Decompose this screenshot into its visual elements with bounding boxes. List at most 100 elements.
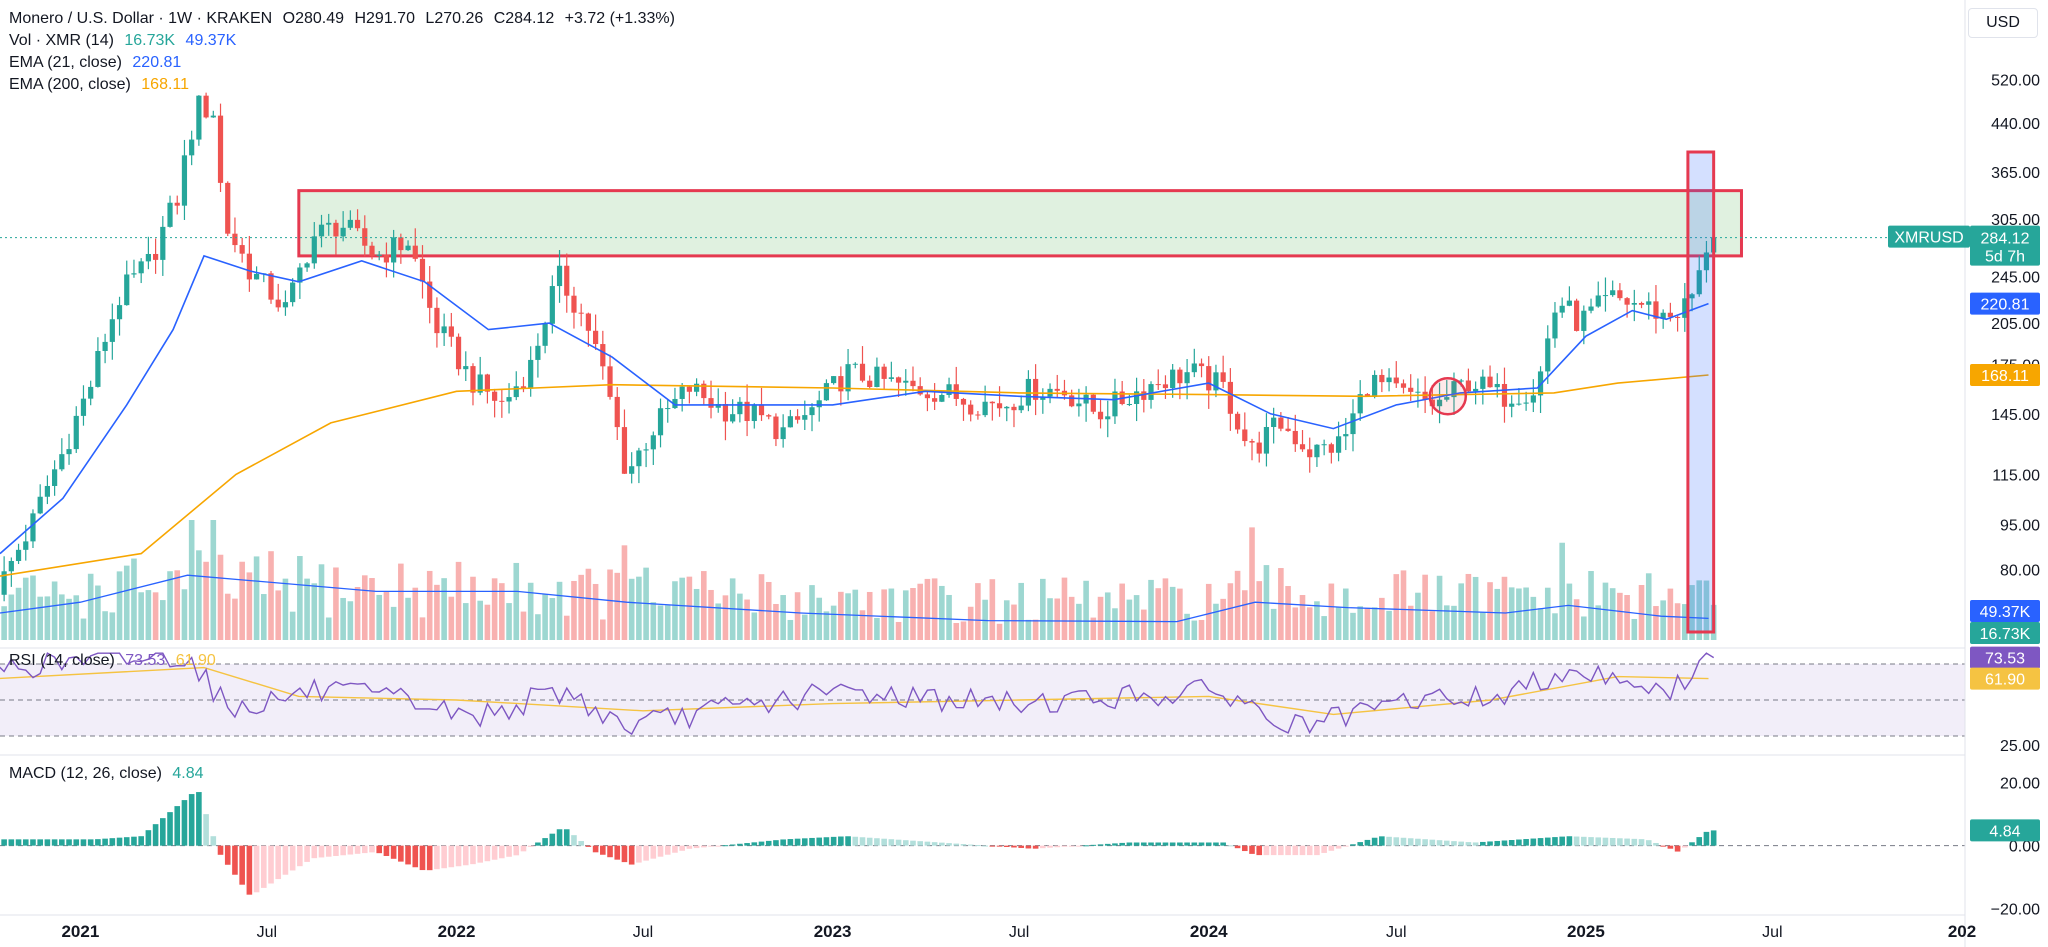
candle <box>1249 441 1255 443</box>
volume-bar <box>462 603 469 640</box>
candle <box>1653 301 1659 319</box>
candle <box>1242 429 1248 442</box>
volume-bar <box>592 583 599 640</box>
volume-bar <box>917 583 924 640</box>
candle <box>1372 374 1378 397</box>
symbol-tag-bg <box>1888 225 1970 248</box>
candle <box>787 416 793 428</box>
macd-histogram-bar <box>361 845 368 854</box>
candle <box>1184 372 1190 384</box>
volume-bar <box>1407 605 1414 640</box>
macd-histogram-bar <box>1465 842 1472 846</box>
volume-bar <box>470 576 476 640</box>
rsi-pane[interactable] <box>0 652 1965 737</box>
macd-histogram-bar <box>1379 836 1385 846</box>
ema21-tag-bg <box>1970 292 2040 315</box>
candle <box>600 344 606 367</box>
macd-histogram-bar <box>1674 845 1681 852</box>
volume-bar <box>1256 581 1263 640</box>
volume-bar <box>224 593 231 640</box>
volume-bar <box>181 589 188 640</box>
macd-histogram-bar <box>1040 845 1046 849</box>
macd-histogram-bar <box>816 837 823 846</box>
volume-bar <box>109 612 116 640</box>
ema21-tag: 220.81 <box>1970 292 2040 315</box>
volume-bar <box>1112 608 1118 640</box>
countdown-tag-text: 5d 7h <box>1985 249 2025 266</box>
macd-value: 4.84 <box>172 765 204 782</box>
volume-bar <box>1465 573 1472 640</box>
macd-histogram-bar <box>1306 845 1313 856</box>
volume-bar <box>1581 616 1587 640</box>
volume-bar <box>809 585 815 640</box>
candle <box>665 408 671 410</box>
macd-histogram-bar <box>116 837 123 846</box>
volume-bar <box>571 580 577 640</box>
volume-bar <box>1544 587 1551 640</box>
candle <box>1537 371 1544 396</box>
price-tick-label: 365.00 <box>1991 165 2040 182</box>
volume-bar <box>1696 580 1703 640</box>
candle <box>614 396 620 428</box>
macd-histogram-bar <box>1068 845 1075 847</box>
candle <box>1444 397 1450 400</box>
candle <box>838 376 844 392</box>
volume-bar <box>73 595 80 640</box>
volume-bar <box>556 581 563 640</box>
macd-histogram-bar <box>102 838 108 846</box>
volume-bar <box>1141 609 1147 640</box>
volume-bar <box>549 598 556 640</box>
volume-bar <box>794 592 801 640</box>
candle <box>585 313 591 331</box>
volume-bar <box>484 604 491 640</box>
time-tick-label: Jul <box>1762 924 1782 941</box>
price-pane[interactable] <box>0 92 1965 640</box>
macd-histogram-bar <box>1624 838 1630 846</box>
candle <box>15 549 22 561</box>
candle <box>1350 413 1356 435</box>
high-value: H291.70 <box>354 10 415 27</box>
macd-histogram-bar <box>1032 845 1039 849</box>
macd-histogram-bar <box>1148 842 1154 846</box>
volume-bar <box>787 619 794 640</box>
volume-bar <box>520 611 527 640</box>
volume-bar <box>369 578 375 640</box>
volume-bar <box>1357 606 1364 640</box>
candle <box>1112 391 1118 417</box>
candle <box>1234 413 1241 430</box>
rsi-ma-line <box>0 666 1709 716</box>
volume-tag-text: 16.73K <box>1980 626 2031 643</box>
candle <box>1458 380 1464 382</box>
macd-histogram-bar <box>1443 840 1450 846</box>
volume-bar <box>1061 577 1068 640</box>
volume-bar <box>87 573 94 640</box>
macd-histogram-bar <box>1530 838 1537 846</box>
volume-bar <box>1537 608 1544 640</box>
candle <box>66 449 72 455</box>
candle <box>968 404 974 415</box>
close-value: C284.12 <box>493 10 555 27</box>
candle <box>1278 417 1284 429</box>
candle <box>1559 305 1565 313</box>
macd-histogram-bar <box>1494 840 1501 846</box>
candle <box>1509 403 1515 407</box>
volume-bar <box>275 590 282 640</box>
ema200-legend: EMA (200, close) 168.11 <box>9 76 195 94</box>
volume-bar <box>1040 578 1046 640</box>
macd-histogram-bar <box>333 845 339 856</box>
volume-bar <box>152 592 159 640</box>
candle <box>881 366 887 379</box>
candle <box>391 237 397 263</box>
ema200-line <box>0 374 1709 577</box>
candle <box>1307 449 1313 458</box>
macd-histogram-bar <box>989 845 996 847</box>
macd-pane[interactable] <box>0 792 1965 895</box>
currency-button[interactable]: USD <box>1968 8 2038 38</box>
candle <box>88 386 94 399</box>
volume-bar <box>1624 595 1630 640</box>
macd-histogram-bar <box>967 844 974 846</box>
macd-histogram-bar <box>1213 842 1219 846</box>
macd-histogram-bar <box>95 839 101 846</box>
candle <box>564 265 570 296</box>
